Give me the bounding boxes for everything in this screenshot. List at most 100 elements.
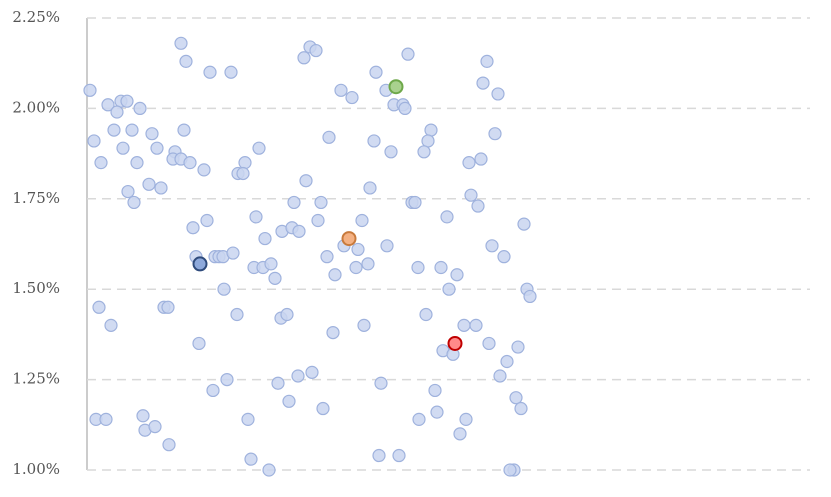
point	[328, 268, 342, 282]
point	[252, 141, 266, 155]
point	[217, 282, 231, 296]
point	[291, 369, 305, 383]
point	[453, 427, 467, 441]
point	[469, 318, 483, 332]
point	[154, 181, 168, 195]
point	[99, 412, 113, 426]
point	[434, 260, 448, 275]
point	[471, 199, 485, 213]
point	[262, 463, 276, 477]
point	[142, 177, 156, 191]
point	[450, 268, 464, 282]
point	[104, 318, 118, 332]
point	[430, 405, 444, 419]
point	[305, 365, 319, 379]
point	[94, 156, 108, 170]
point	[509, 391, 523, 405]
point	[116, 141, 130, 155]
point	[485, 239, 499, 253]
point	[258, 231, 272, 246]
point	[120, 94, 134, 108]
point	[369, 65, 383, 79]
point	[230, 307, 244, 322]
point	[474, 152, 488, 166]
point	[179, 54, 193, 68]
point	[87, 134, 101, 148]
point	[408, 195, 422, 210]
point	[464, 188, 478, 202]
y-tick-label: 1.50%	[12, 279, 60, 297]
point	[503, 463, 517, 477]
point	[316, 401, 330, 416]
point	[161, 300, 175, 314]
y-tick-label: 1.25%	[12, 370, 60, 388]
point	[401, 47, 415, 61]
point	[226, 246, 240, 260]
point	[480, 54, 494, 68]
point	[236, 166, 250, 181]
point	[183, 156, 197, 170]
point	[186, 221, 200, 235]
point	[488, 127, 502, 141]
point	[311, 213, 325, 228]
point	[125, 123, 139, 137]
point	[203, 65, 217, 79]
point	[482, 336, 496, 351]
point	[220, 373, 234, 387]
point	[271, 376, 285, 390]
point	[249, 210, 263, 224]
point	[174, 36, 188, 50]
point	[517, 217, 531, 231]
point	[92, 300, 106, 314]
point	[334, 83, 348, 97]
point	[500, 354, 514, 369]
point	[224, 65, 238, 79]
point	[264, 257, 278, 271]
point	[511, 340, 525, 354]
point	[514, 401, 528, 416]
point	[424, 123, 438, 137]
point	[493, 369, 507, 383]
y-tick-label: 1.75%	[12, 189, 60, 207]
point	[372, 448, 386, 463]
point	[292, 224, 306, 238]
point	[297, 51, 311, 65]
point	[326, 325, 340, 340]
point	[367, 134, 381, 148]
point	[107, 123, 121, 137]
point	[314, 195, 328, 210]
point	[83, 83, 97, 97]
point	[341, 231, 357, 247]
point	[380, 239, 394, 253]
point	[388, 79, 404, 95]
point	[268, 271, 282, 285]
point	[322, 130, 336, 144]
point	[136, 409, 150, 423]
point	[148, 420, 162, 434]
point	[476, 76, 490, 90]
point	[459, 412, 473, 426]
point	[299, 174, 313, 188]
point	[417, 145, 431, 159]
point	[421, 134, 435, 148]
point	[419, 307, 433, 322]
point	[127, 195, 141, 210]
point	[384, 145, 398, 159]
point	[309, 43, 323, 58]
point	[440, 210, 454, 224]
point	[462, 156, 476, 170]
point	[130, 156, 144, 170]
point	[442, 282, 456, 296]
point	[244, 452, 258, 466]
point	[200, 213, 214, 228]
point	[110, 105, 124, 119]
point	[121, 184, 135, 199]
point	[374, 376, 388, 390]
point	[447, 335, 463, 351]
point	[287, 195, 301, 210]
point	[192, 336, 206, 351]
point	[206, 383, 220, 398]
point	[162, 438, 176, 452]
point	[457, 318, 471, 332]
